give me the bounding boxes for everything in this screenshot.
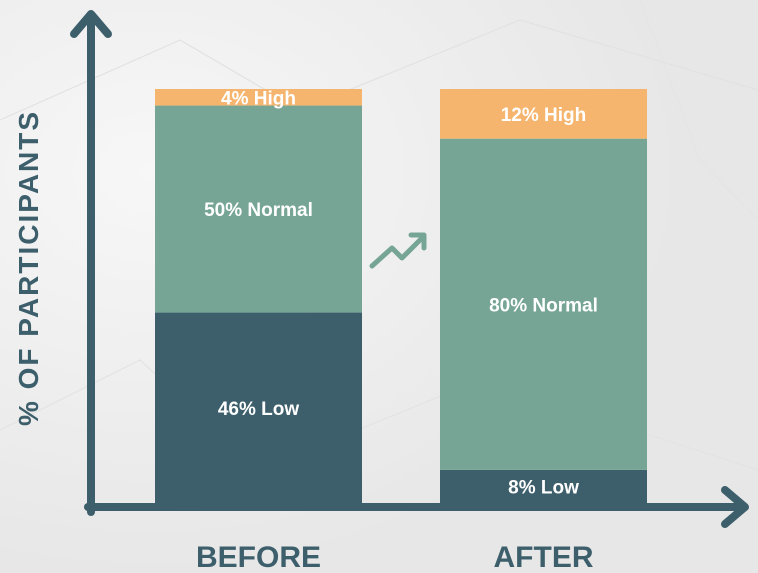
y-axis xyxy=(70,10,112,516)
data-label-high-before: 4% High xyxy=(221,88,296,109)
y-axis-title: % OF PARTICIPANTS xyxy=(13,110,44,426)
x-tick-label-after: AFTER xyxy=(494,541,594,573)
data-label-normal-after: 80% Normal xyxy=(489,295,598,316)
bar-segment-low-after xyxy=(440,469,647,503)
data-label-low-after: 8% Low xyxy=(508,477,579,498)
data-label-high-after: 12% High xyxy=(501,105,587,126)
bar-segment-low-before xyxy=(155,312,362,503)
bars-group xyxy=(155,89,647,503)
segment-labels-group: 46% Low 50% Normal 4% High 8% Low 80% Normal… xyxy=(204,88,598,498)
data-label-normal-before: 50% Normal xyxy=(204,200,313,221)
x-axis xyxy=(84,486,749,528)
x-axis-arrowhead-icon xyxy=(721,486,749,528)
x-tick-label-before: BEFORE xyxy=(196,541,321,573)
trend-up-arrow-icon xyxy=(369,232,427,269)
bar-segment-normal-before xyxy=(155,105,362,313)
bar-segment-high-after xyxy=(440,89,647,139)
bar-segment-normal-after xyxy=(440,138,647,470)
bar-segment-high-before xyxy=(155,89,362,106)
data-label-low-before: 46% Low xyxy=(218,399,300,420)
y-axis-arrowhead-icon xyxy=(70,10,112,38)
category-labels-group: BEFORE AFTER xyxy=(196,541,594,573)
